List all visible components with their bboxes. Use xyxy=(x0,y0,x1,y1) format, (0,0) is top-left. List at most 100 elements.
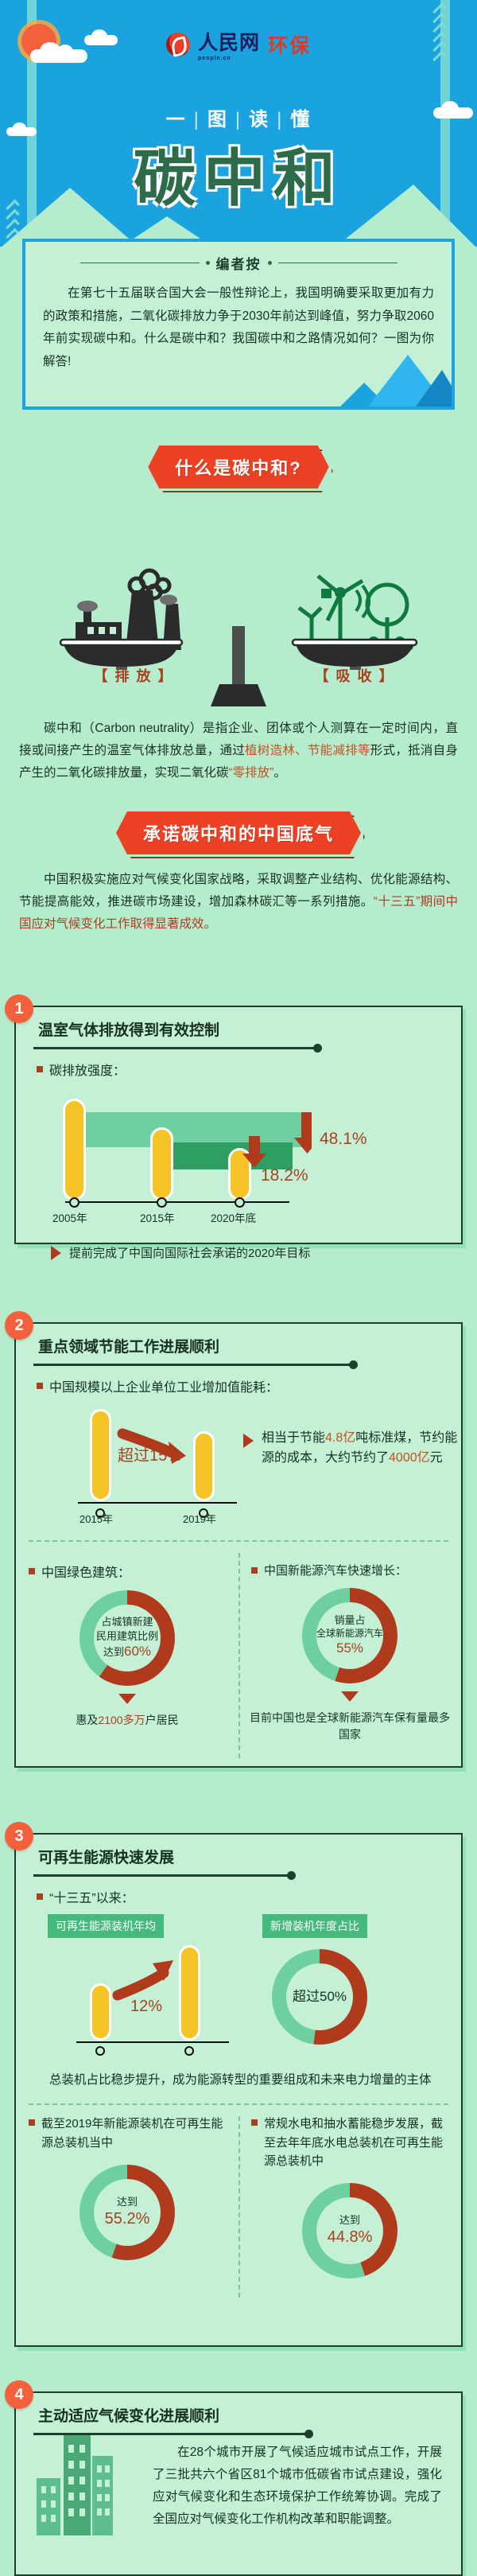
curved-arrow-icon xyxy=(112,1960,173,2001)
label-12pct: 12% xyxy=(130,1998,163,2015)
logo-channel: 环保 xyxy=(268,34,312,57)
donut-value: 60% xyxy=(123,1644,152,1660)
label-emission: 【 排 放 】 xyxy=(93,668,174,684)
green-building-label: 中国绿色建筑： xyxy=(41,1566,131,1580)
item-4: 4 主动适应气候变化进展顺利 xyxy=(0,2371,477,2576)
item-3-tags: 可再生能源装机年均 新增装机年度占比 xyxy=(16,1914,461,1938)
title-rule xyxy=(33,2430,314,2438)
donut-value: 55% xyxy=(335,1640,364,1656)
axis-label-2015: 2015年 xyxy=(80,1513,113,1525)
site-logo: 人民网 people.cn 环保 xyxy=(0,27,477,61)
bullet-square-icon xyxy=(29,2119,35,2127)
item-3-bullet-label: “十三五”以来： xyxy=(49,1892,134,1905)
item-4-content: 在28个城市开展了气候适应城市试点工作，开展了三批共六个省区81个城市低碳省市试… xyxy=(16,2434,461,2535)
factory-icon xyxy=(76,568,181,650)
item-1-bullet-label: 碳排放强度： xyxy=(49,1064,126,1078)
band-48 xyxy=(70,1112,308,1147)
bar-2020 xyxy=(231,1150,249,1198)
item-2-side-note: 相当于节能4.8亿吨标准煤，节约能源的成本，大约节约了4000亿元 xyxy=(243,1429,458,1469)
bullet-square-icon xyxy=(29,1568,35,1574)
triangle-right-icon xyxy=(243,1434,254,1448)
chart-axis xyxy=(76,2041,229,2043)
item-number-badge: 3 xyxy=(5,1822,33,1850)
axis-label-2015: 2015年 xyxy=(140,1212,175,1224)
cloud-icon xyxy=(84,29,118,45)
city-buildings-icon xyxy=(37,2434,113,2535)
axis-node xyxy=(95,1508,105,1518)
left-bullet-label: 截至2019年新能源装机在可再生能源总装机当中 xyxy=(41,2117,223,2150)
nev-caption: 目前中国也是全球新能源汽车保有量最多国家 xyxy=(250,1711,450,1741)
bar-2005 xyxy=(65,1101,83,1198)
section-banner-wrap-2: 承诺碳中和的中国底气 xyxy=(116,811,361,854)
donut-hydro-share: 达到 44.8% xyxy=(302,2183,398,2279)
item-2-bullet: 中国规模以上企业单位工业增加值能耗： xyxy=(37,1376,461,1395)
title-rule xyxy=(33,1871,296,1880)
donut-green-building: 占城镇新建 民用建筑比例 达到60% xyxy=(80,1590,175,1686)
bar-2015 xyxy=(153,1130,171,1198)
highlight-zero-emission: “零排放” xyxy=(228,765,274,780)
bar-2015 xyxy=(92,1411,109,1499)
editor-note-title: 编者按 xyxy=(215,257,262,272)
item-number-badge: 2 xyxy=(5,1311,33,1340)
logo-subtitle: people.cn xyxy=(197,56,231,61)
axis-node xyxy=(95,2045,105,2056)
divider-horizontal xyxy=(29,2103,448,2106)
donut-center-text: 达到 55.2% xyxy=(80,2165,175,2260)
item-1-footnote-text: 提前完成了中国向国际社会承诺的2020年目标 xyxy=(69,1247,311,1260)
green-building-bullet: 中国绿色建筑： xyxy=(29,1562,231,1581)
item-3-left-column: 截至2019年新能源装机在可再生能源总装机当中 达到 55.2% xyxy=(16,2115,238,2278)
pct-48: 48.1% xyxy=(320,1130,367,1148)
triangle-right-icon xyxy=(51,1245,61,1260)
axis-label-2005: 2005年 xyxy=(52,1212,87,1224)
donut-ring xyxy=(272,1949,367,2045)
nev-label: 中国新能源汽车快速增长： xyxy=(264,1564,408,1578)
scale-labels: 【 排 放 】 【 吸 收 】 xyxy=(0,657,477,706)
label-over-15: 超过15% xyxy=(118,1447,182,1465)
editor-note-body: 在第七十五届联合国大会一般性辩论上，我国明确要采取更加有力的政策和措施，二氧化碳… xyxy=(43,286,434,369)
kicker: 一 | 图 | 读 | 懂 xyxy=(165,109,312,130)
page-title: 碳中和 xyxy=(133,143,343,213)
left-bullet: 截至2019年新能源装机在可再生能源总装机当中 xyxy=(29,2115,231,2152)
highlight-4000yi: 4000亿 xyxy=(389,1450,430,1465)
item-number-badge: 1 xyxy=(5,994,33,1023)
logo-title: 人民网 xyxy=(197,32,260,54)
bullet-square-icon xyxy=(37,1066,43,1072)
axis-node xyxy=(199,1508,208,1518)
cloud-icon xyxy=(30,42,87,63)
section-banner-what: 什么是碳中和? xyxy=(148,446,328,488)
nev-bullet: 中国新能源汽车快速增长： xyxy=(251,1562,453,1578)
donut-center-text: 销量占 全球新能源汽车 55% xyxy=(302,1588,398,1683)
donut-value: 超过50% xyxy=(292,1988,347,2004)
chart-axis xyxy=(78,1501,237,1504)
balance-scale-illustration xyxy=(0,503,477,682)
triangle-down-icon xyxy=(341,1691,359,1702)
item-2-title: 重点领域节能工作进展顺利 xyxy=(38,1339,220,1356)
axis-node xyxy=(184,2045,194,2056)
axis-node xyxy=(69,1197,80,1208)
bar-start xyxy=(92,1986,109,2038)
tag-new-install-share: 新增装机年度占比 xyxy=(262,1914,367,1938)
section-confidence: 承诺碳中和的中国底气 中国积极实施应对气候变化国家战略，采取调整产业结构、优化能… xyxy=(0,811,477,936)
energy-consumption-chart: 超过15% 2015年 2019年 相当于节能4.8亿吨标准煤，节约能源的成本，… xyxy=(16,1400,461,1527)
item-2: 2 重点领域节能工作进展顺利 中国规模以上企业单位工业增加值能耗： 超过15% … xyxy=(0,1302,477,1768)
axis-label-2020: 2020年底 xyxy=(211,1212,257,1224)
cloud-icon xyxy=(6,123,37,136)
donut-new-energy-share: 达到 55.2% xyxy=(80,2164,175,2260)
confidence-paragraph: 中国积极实施应对气候变化国家战略，采取调整产业结构、优化能源结构、节能提高能效，… xyxy=(19,873,458,931)
page-header: 人民网 people.cn 环保 一 | 图 | 读 | 懂 碳中和 xyxy=(0,0,477,247)
green-building-caption: 惠及2100多万户居民 xyxy=(76,1714,179,1726)
donut-center-text: 达到 44.8% xyxy=(302,2183,398,2278)
what-is-paragraph: 碳中和（Carbon neutrality）是指企业、团体或个人测算在一定时间内… xyxy=(19,722,458,780)
highlight-13th-five-year: “十三五”期间中国应对气候变化工作取得显著成效。 xyxy=(19,894,458,931)
donut-value: 44.8% xyxy=(327,2228,373,2247)
band-18 xyxy=(157,1142,293,1169)
highlight-48yi: 4.8亿 xyxy=(325,1431,356,1445)
item-2-two-columns: 中国绿色建筑： 占城镇新建 民用建筑比例 达到60% 惠及2100多万户居民 中… xyxy=(16,1551,461,1758)
item-3-title: 可再生能源快速发展 xyxy=(38,1850,175,1866)
mountain-decor xyxy=(340,355,452,407)
divider-vertical xyxy=(238,2116,240,2298)
item-3-bullet: “十三五”以来： xyxy=(37,1887,461,1906)
editor-note-card: 编者按 在第七十五届联合国大会一般性辩论上，我国明确要采取更加有力的政策和措施，… xyxy=(22,239,455,410)
bullet-square-icon xyxy=(251,1566,258,1574)
title-rule xyxy=(33,1044,323,1053)
